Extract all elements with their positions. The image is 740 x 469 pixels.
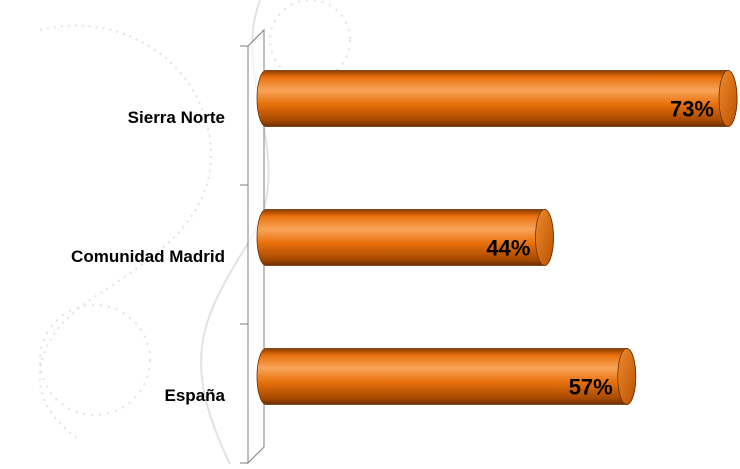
bar-end [718,70,738,127]
bar [256,70,738,127]
category-label: España [165,386,226,405]
category-label: Comunidad Madrid [71,247,225,266]
data-label: 44% [486,235,530,260]
bar-end [535,209,554,266]
data-label: 57% [569,374,613,399]
category-label: Sierra Norte [128,108,225,127]
bar-end [617,348,637,405]
data-label: 73% [670,96,714,121]
